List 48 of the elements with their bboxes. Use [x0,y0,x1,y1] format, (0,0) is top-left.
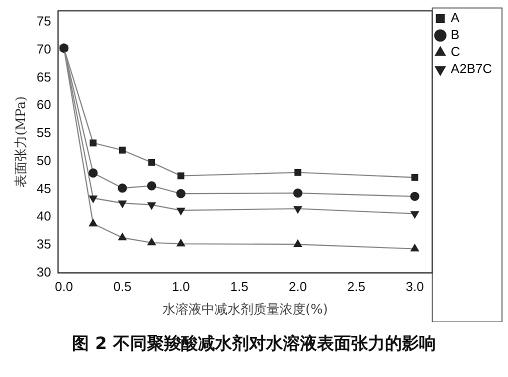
point [90,139,97,146]
legend-label: C [450,44,460,60]
y-tick-label: 40 [36,208,52,224]
point [294,206,302,214]
legend-label: A2B7C [450,61,492,76]
y-tick-label: 50 [36,152,52,168]
point [88,168,98,178]
y-tick-label: 65 [36,69,52,84]
x-tick-label: 0.5 [113,279,132,294]
y-tick-label: 35 [36,236,52,252]
point [148,202,156,210]
point [411,174,418,181]
point [89,219,98,226]
x-tick-label: 3.0 [406,279,424,294]
caption: 图 2 不同聚羧酸减水剂对水溶液表面张力的影响 [71,333,437,355]
x-tick-label: 1.5 [230,279,248,294]
y-tick-label: 55 [36,125,52,140]
y-tick-label: 70 [36,41,52,56]
y-tick-label: 45 [36,180,52,196]
point [118,233,126,240]
x-axis-title: 水溶液中减水剂质量浓度(%) [162,302,328,318]
point [176,189,186,198]
point [147,181,156,190]
legend-label: B [450,27,460,42]
point [410,211,419,218]
point [177,172,184,180]
y-tick-label: 30 [36,264,52,280]
point [118,183,127,193]
point [148,238,156,246]
point [293,188,302,198]
point [294,169,302,176]
point [176,208,185,215]
x-tick-label: 2.0 [288,279,307,294]
legend-label: A [450,10,460,26]
x-tick-label: 2.5 [347,279,366,294]
x-tick-label: 0.0 [54,279,73,294]
point [148,158,156,166]
x-tick-label: 1.0 [172,279,190,294]
point [176,239,185,246]
point [410,192,420,202]
point [294,240,302,247]
y-tick-label: 75 [36,14,52,29]
point [89,196,98,203]
y-axis-title: 表面张力(MPa) [14,96,30,188]
point [118,200,126,208]
point [410,244,419,252]
point [118,146,126,154]
y-tick-label: 60 [36,97,52,112]
